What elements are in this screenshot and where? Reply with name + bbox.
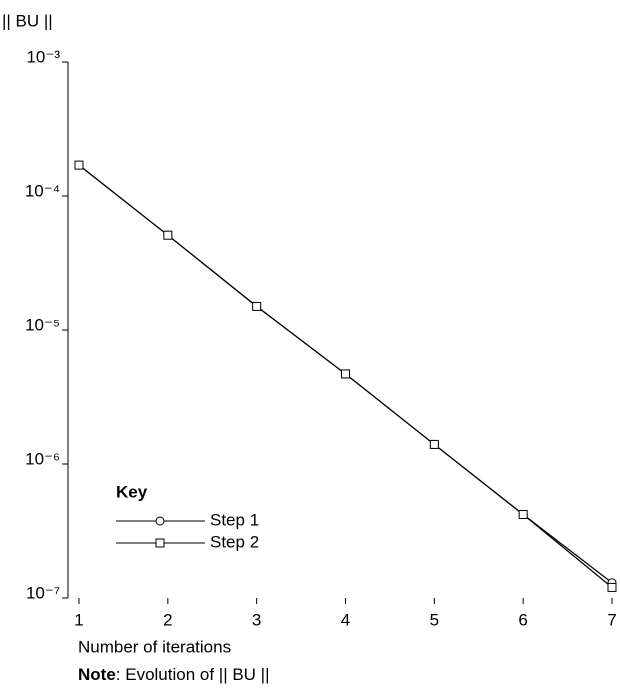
legend-label: Step 1: [210, 510, 259, 529]
marker: [341, 369, 350, 379]
y-tick-label: 10⁻⁴: [25, 181, 60, 200]
legend-marker: [155, 516, 165, 526]
x-tick-label: 3: [252, 610, 261, 629]
legend-title: Key: [116, 482, 148, 501]
marker: [74, 160, 84, 170]
marker: [518, 509, 528, 519]
note-text: : Evolution of || BU ||: [116, 665, 270, 684]
y-tick-label: 10⁻⁷: [26, 583, 60, 602]
note-label: Note: [78, 665, 116, 684]
x-axis-label: Number of iterations: [78, 637, 231, 656]
x-tick-label: 1: [74, 610, 83, 629]
marker: [429, 439, 439, 449]
marker: [607, 582, 617, 592]
x-tick-label: 4: [341, 610, 350, 629]
x-tick-label: 5: [430, 610, 439, 629]
marker: [163, 230, 173, 240]
legend-marker: [155, 538, 165, 548]
x-tick-label: 6: [518, 610, 527, 629]
y-tick-label: 10⁻³: [26, 47, 60, 66]
x-tick-label: 7: [607, 610, 616, 629]
legend-label: Step 2: [210, 532, 259, 551]
x-tick-label: 2: [163, 610, 172, 629]
y-tick-label: 10⁻⁵: [25, 315, 60, 334]
note: Note: Evolution of || BU ||: [78, 665, 270, 684]
y-tick-label: 10⁻⁶: [25, 449, 60, 468]
marker: [252, 301, 262, 311]
y-axis-label: || BU ||: [2, 11, 53, 30]
